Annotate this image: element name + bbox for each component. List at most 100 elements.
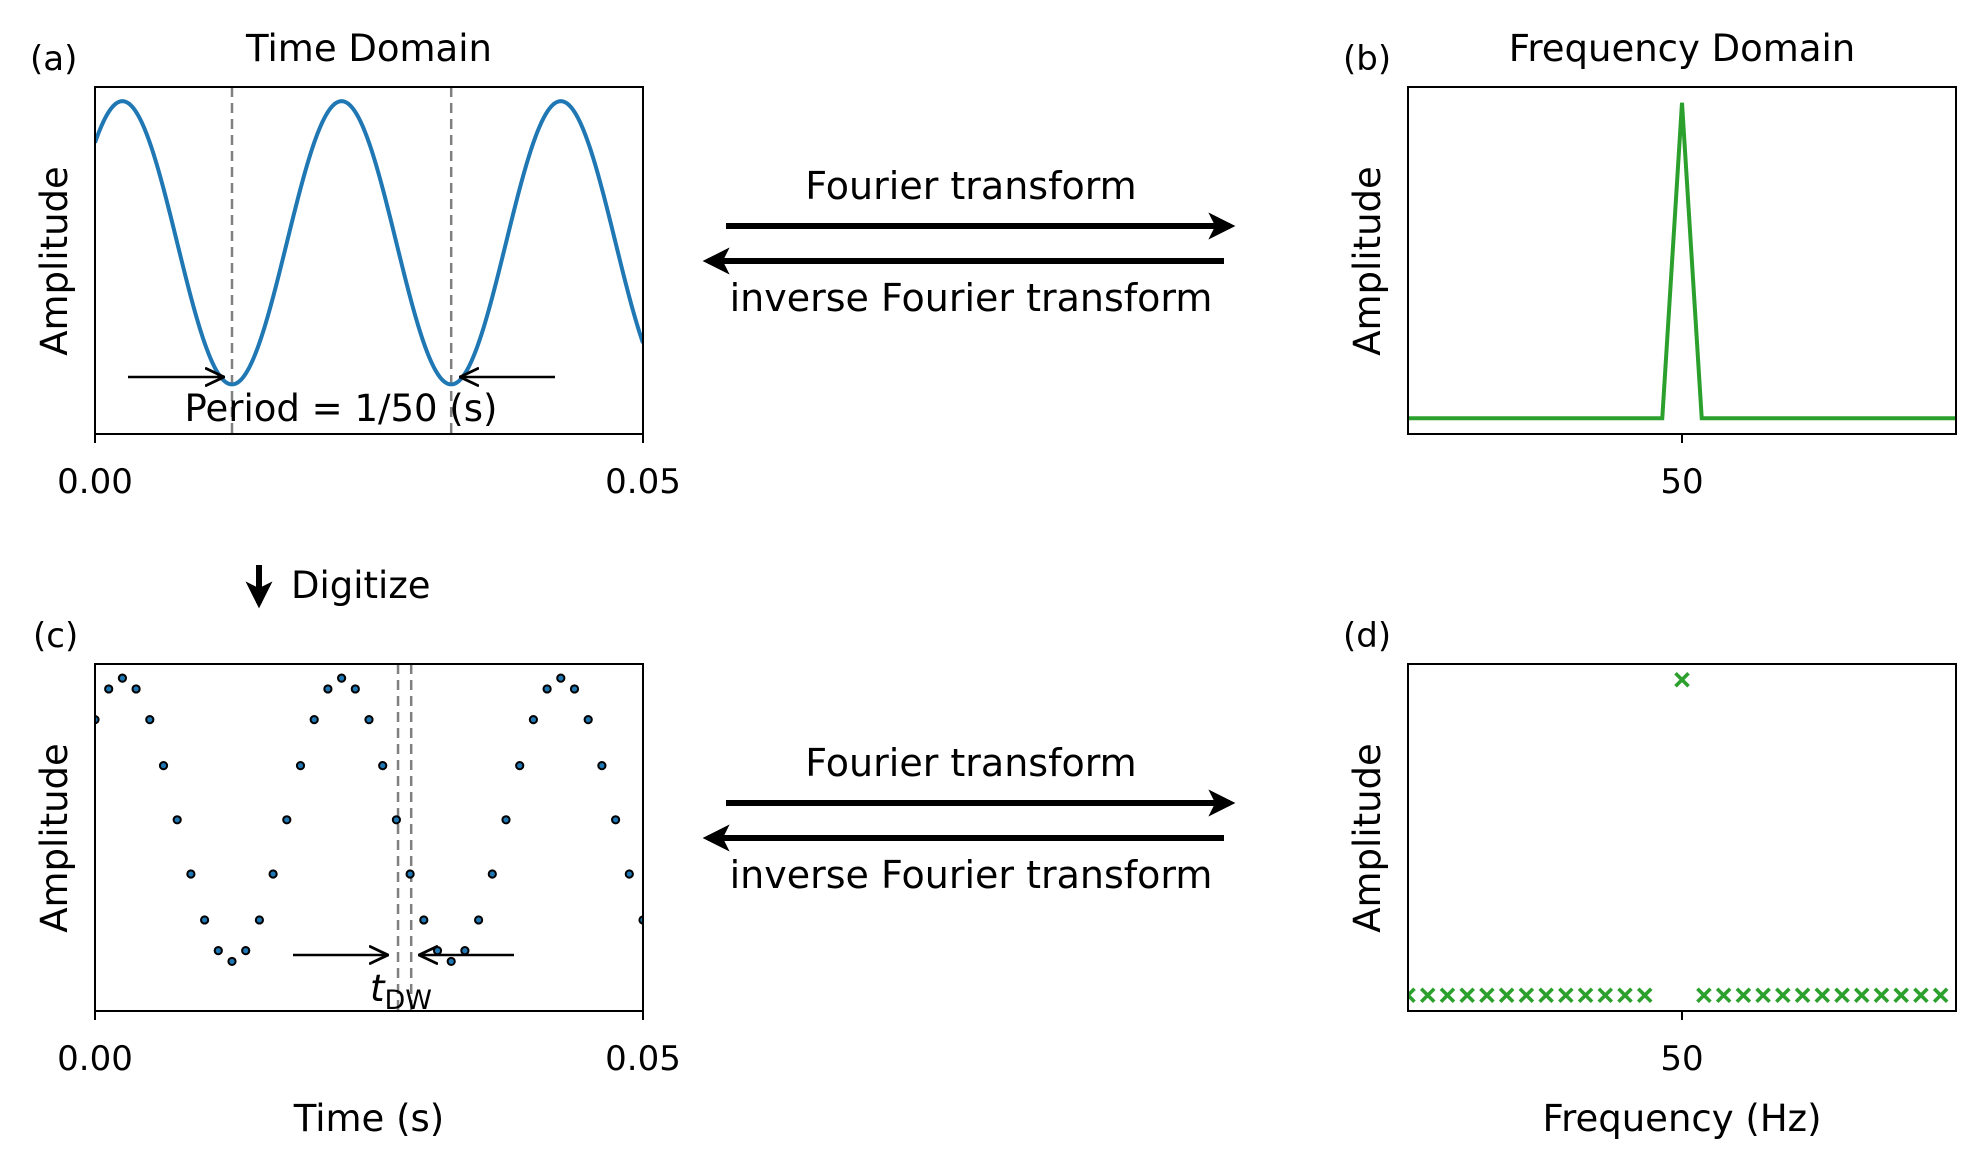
inverse-fourier-transform-label-top: inverse Fourier transform <box>730 276 1213 320</box>
spectrum-marker-23 <box>1893 987 1909 1004</box>
panel-d: 50 Frequency (Hz) Amplitude <box>1346 663 1957 1140</box>
sample-point-24 <box>419 915 429 925</box>
sample-point-29 <box>487 869 497 879</box>
spectrum-marker-15 <box>1735 987 1752 1004</box>
panel-a-ylabel: Amplitude <box>33 166 76 356</box>
spectrum-marker-7 <box>1538 987 1554 1004</box>
panel-c-xlabel: Time (s) <box>293 1097 444 1140</box>
sample-point-26 <box>446 956 456 967</box>
sample-point-9 <box>213 946 223 956</box>
digitize-step: Digitize <box>245 564 431 609</box>
panel-c-label: (c) <box>33 616 78 656</box>
spectrum-marker-13 <box>1696 987 1712 1004</box>
panel-b-ylabel: Amplitude <box>1346 166 1389 356</box>
sample-point-11 <box>241 946 251 956</box>
panel-b-label: (b) <box>1343 39 1391 79</box>
sample-point-5 <box>158 761 169 771</box>
panel-c: 0.00 0.05 Time (s) Amplitude tDW <box>33 663 681 1140</box>
sample-point-22 <box>391 815 401 825</box>
sample-point-27 <box>460 946 470 956</box>
sample-point-17 <box>323 684 333 694</box>
inverse-fourier-transform-label-bottom: inverse Fourier transform <box>730 853 1213 897</box>
sample-point-12 <box>254 915 264 925</box>
sample-point-31 <box>515 761 525 771</box>
spectrum-marker-2 <box>1439 987 1456 1004</box>
spectrum-marker-9 <box>1577 987 1594 1004</box>
dwell-t: t <box>370 967 386 1010</box>
panel-a-period-annotation: Period = 1/50 (s) <box>185 387 498 430</box>
sample-point-19 <box>350 684 360 694</box>
sample-point-39 <box>624 869 634 879</box>
fourier-transform-label-top: Fourier transform <box>805 164 1136 208</box>
panel-b-frame <box>1407 86 1957 435</box>
spectrum-marker-22 <box>1873 987 1890 1004</box>
sample-point-2 <box>117 673 128 683</box>
fourier-transform-label-bottom: Fourier transform <box>805 741 1136 785</box>
panel-c-ylabel: Amplitude <box>33 743 76 933</box>
spectrum-marker-8 <box>1558 987 1574 1004</box>
transform-arrows-bottom: Fourier transform inverse Fourier transf… <box>702 741 1236 897</box>
sample-point-30 <box>501 815 511 825</box>
panel-a-frame <box>94 86 644 435</box>
spectrum-marker-10 <box>1597 987 1614 1004</box>
sample-point-25 <box>432 946 443 956</box>
panel-d-xlabel: Frequency (Hz) <box>1542 1097 1821 1140</box>
panel-a: 0.00 0.05 Amplitude Period = 1/50 (s) <box>33 86 681 502</box>
sample-point-37 <box>597 761 607 771</box>
panel-d-ylabel: Amplitude <box>1346 743 1389 933</box>
panel-d-label: (d) <box>1343 616 1391 656</box>
panel-a-xtick-label-1: 0.05 <box>605 462 681 502</box>
sample-point-6 <box>172 815 182 825</box>
spectrum-marker-0 <box>1408 987 1416 1004</box>
panel-b-xtick-label-0: 50 <box>1660 462 1703 502</box>
sample-point-28 <box>474 915 484 925</box>
spectrum-marker-1 <box>1419 987 1436 1004</box>
sample-point-10 <box>227 956 237 967</box>
sample-point-3 <box>131 684 141 694</box>
spectrum-marker-6 <box>1518 987 1535 1004</box>
spectrum-marker-26 <box>1674 672 1690 688</box>
spectrum-marker-12 <box>1636 987 1653 1004</box>
panel-a-signal-line <box>95 99 643 387</box>
sample-point-15 <box>295 761 306 771</box>
sample-point-32 <box>528 715 539 725</box>
sample-point-7 <box>186 869 196 879</box>
spectrum-marker-19 <box>1814 987 1831 1004</box>
spectrum-marker-18 <box>1794 987 1811 1004</box>
digitize-label: Digitize <box>291 564 431 607</box>
dwell-subscript: DW <box>385 985 433 1016</box>
spectrum-marker-4 <box>1479 987 1495 1004</box>
sample-point-20 <box>364 715 374 725</box>
panel-a-xtick-label-0: 0.00 <box>57 462 133 502</box>
sample-point-16 <box>309 715 319 725</box>
spectrum-marker-17 <box>1775 987 1791 1004</box>
sample-point-18 <box>337 673 347 683</box>
sample-point-13 <box>268 869 278 879</box>
time-domain-title: Time Domain <box>245 27 492 70</box>
sample-point-33 <box>542 684 552 694</box>
transform-arrows-top: Fourier transform inverse Fourier transf… <box>702 164 1236 320</box>
sample-point-14 <box>282 815 292 825</box>
spectrum-marker-5 <box>1498 987 1515 1004</box>
spectrum-marker-16 <box>1755 987 1771 1004</box>
sample-point-34 <box>556 673 566 683</box>
spectrum-marker-20 <box>1834 987 1850 1004</box>
panel-d-spectrum-markers <box>1408 672 1949 1004</box>
panel-a-label: (a) <box>30 39 77 79</box>
sample-point-4 <box>145 715 155 725</box>
panel-c-frame <box>94 663 644 1012</box>
sample-point-8 <box>200 915 210 925</box>
spectrum-marker-11 <box>1617 987 1633 1004</box>
spectrum-marker-24 <box>1913 987 1929 1004</box>
panel-c-dwell-annotation: tDW <box>370 967 432 1016</box>
sample-point-36 <box>583 715 593 725</box>
sample-point-35 <box>569 684 580 694</box>
sample-point-21 <box>378 761 388 771</box>
panel-b: 50 Amplitude <box>1346 86 1957 502</box>
frequency-domain-title: Frequency Domain <box>1509 27 1855 70</box>
sample-point-1 <box>104 684 114 694</box>
panel-b-spectrum-line <box>1408 102 1956 421</box>
panel-c-xtick-label-0: 0.00 <box>57 1039 133 1079</box>
spectrum-marker-14 <box>1715 987 1732 1004</box>
spectrum-marker-21 <box>1853 987 1870 1004</box>
